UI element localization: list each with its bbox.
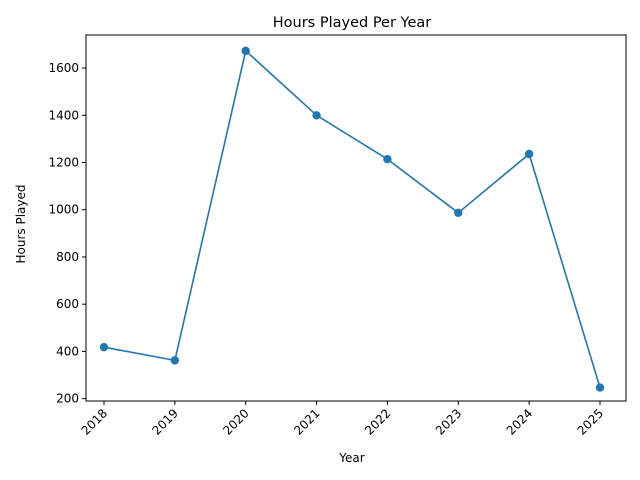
axis-ticks: 200 400 600 800 1000 1200 1400 1600 2018 2019 2020… xyxy=(48,61,606,438)
x-tick-label: 2018 xyxy=(79,406,110,437)
chart-title: Hours Played Per Year xyxy=(273,15,432,31)
data-point-2018 xyxy=(99,342,109,352)
series-layer xyxy=(99,46,605,392)
x-tick-label: 2020 xyxy=(220,406,251,437)
y-tick-label: 600 xyxy=(56,297,79,311)
data-point-2022 xyxy=(383,155,392,164)
x-tick-label: 2023 xyxy=(433,406,464,437)
plot-frame xyxy=(85,34,627,402)
x-tick-label: 2022 xyxy=(362,406,393,437)
x-tick-label: 2019 xyxy=(149,406,180,437)
data-point-2020 xyxy=(241,46,250,56)
x-tick-label: 2025 xyxy=(575,406,606,437)
x-axis-label: Year xyxy=(338,451,364,465)
series-line xyxy=(103,50,601,388)
y-tick-label: 400 xyxy=(56,344,79,358)
x-tick-label: 2021 xyxy=(291,406,322,437)
data-point-2025 xyxy=(595,383,605,392)
data-point-2023 xyxy=(454,208,463,218)
data-point-2021 xyxy=(312,111,321,120)
y-tick-label: 1200 xyxy=(48,156,79,170)
y-tick-label: 1600 xyxy=(48,61,79,75)
y-tick-label: 800 xyxy=(56,250,79,264)
y-tick-label: 200 xyxy=(56,392,79,406)
y-tick-label: 1400 xyxy=(48,108,79,122)
y-axis-label: Hours Played xyxy=(14,185,28,264)
data-point-2024 xyxy=(524,149,534,159)
data-point-2019 xyxy=(170,356,180,365)
y-tick-label: 1000 xyxy=(48,203,79,217)
x-tick-label: 2024 xyxy=(504,406,535,437)
